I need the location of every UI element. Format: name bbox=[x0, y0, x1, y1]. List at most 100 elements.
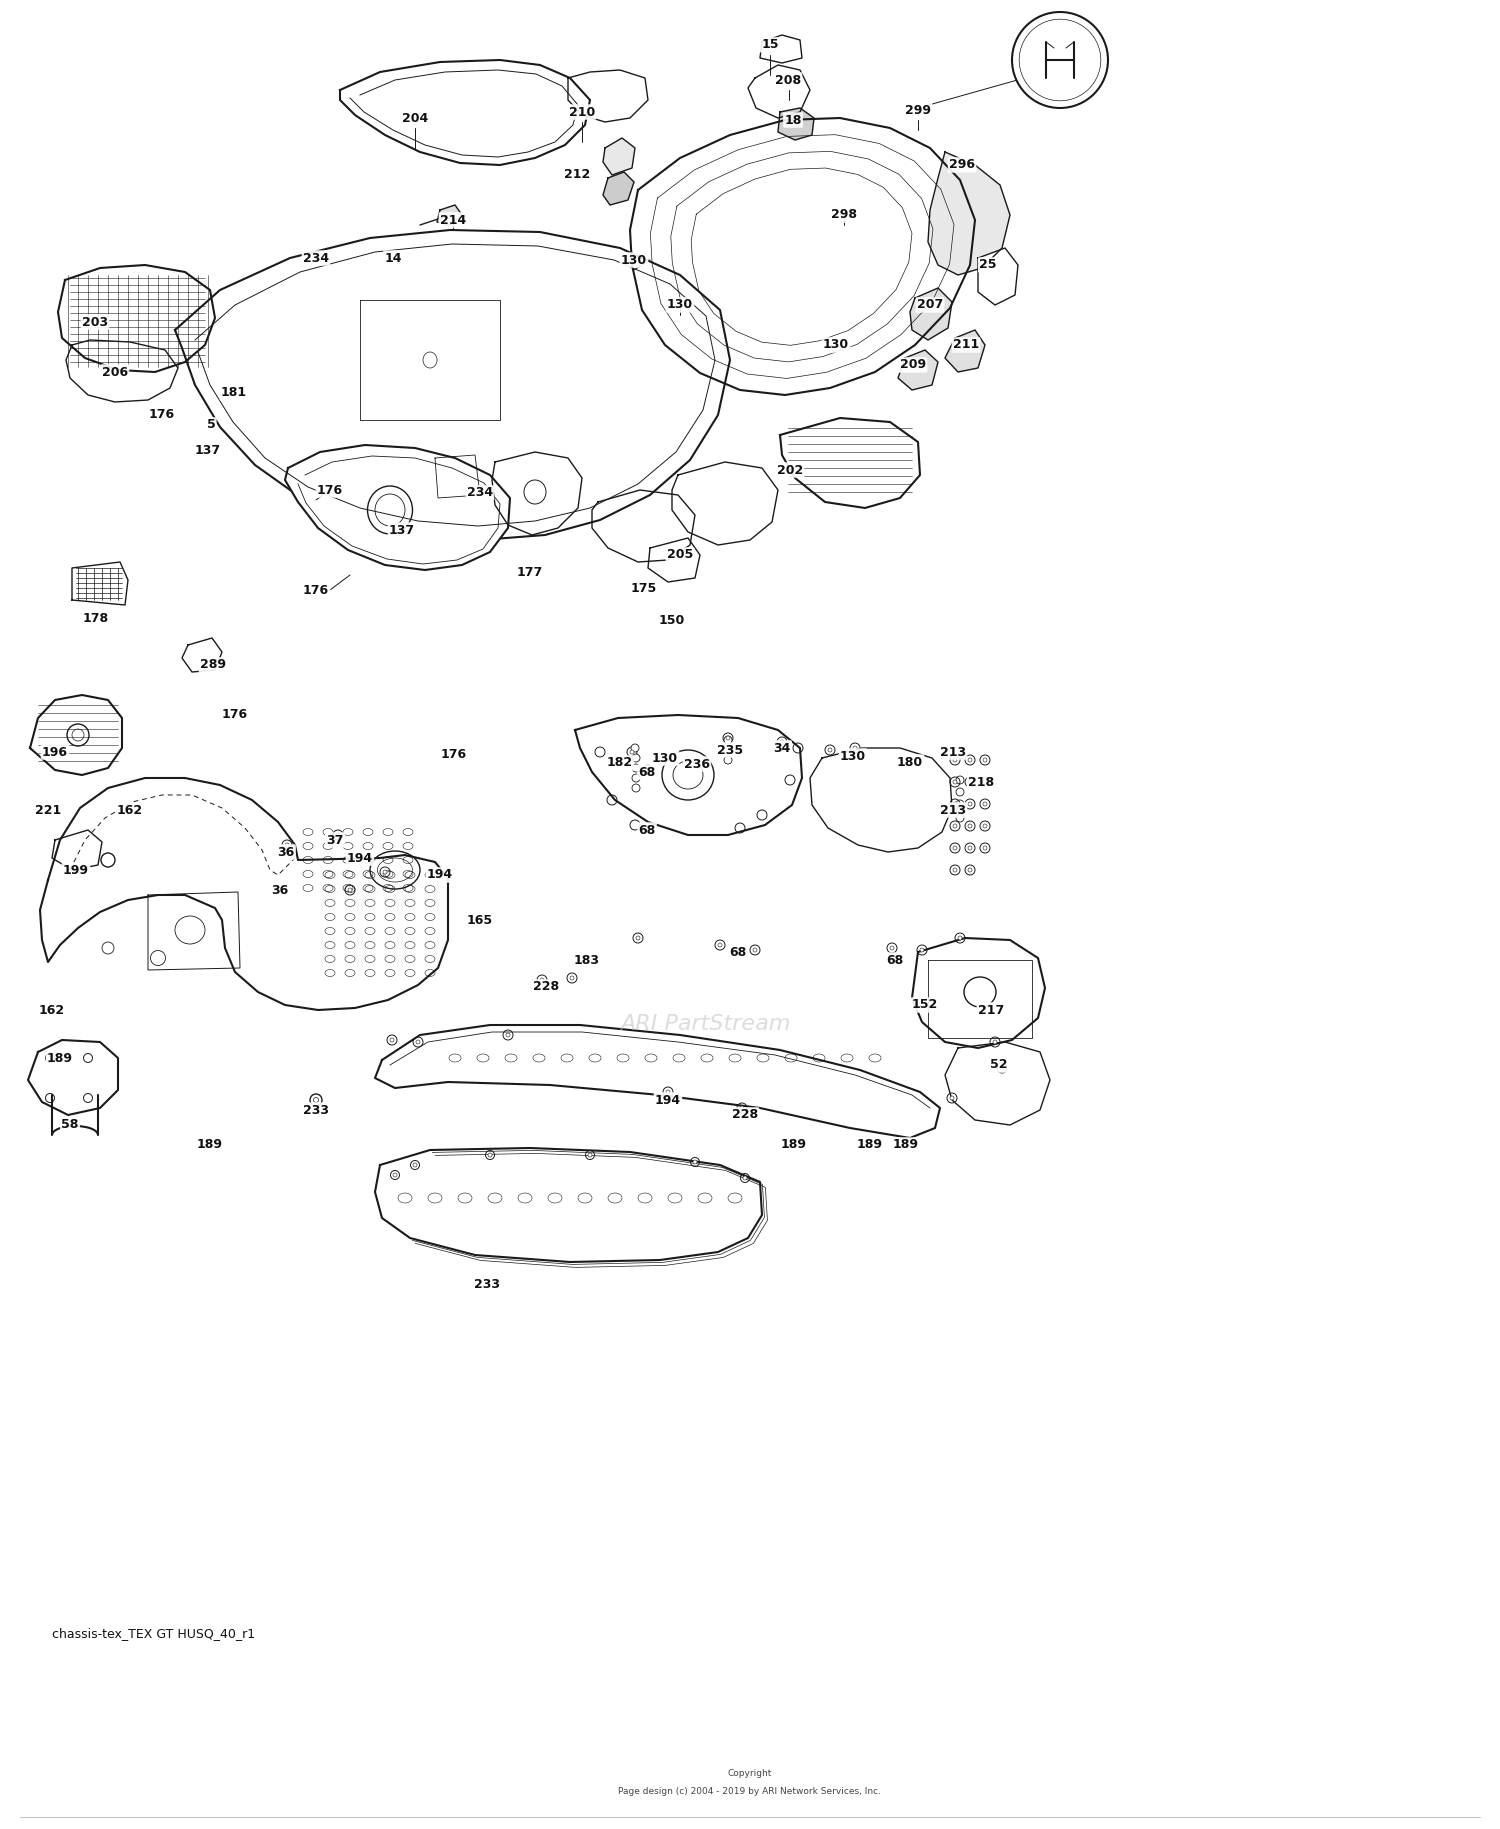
Polygon shape bbox=[603, 172, 634, 205]
Polygon shape bbox=[176, 230, 730, 540]
Text: 130: 130 bbox=[652, 752, 678, 765]
Text: 162: 162 bbox=[117, 803, 142, 816]
Text: 189: 189 bbox=[46, 1052, 74, 1064]
Text: chassis-tex_TEX GT HUSQ_40_r1: chassis-tex_TEX GT HUSQ_40_r1 bbox=[53, 1628, 255, 1641]
Ellipse shape bbox=[780, 741, 784, 744]
Text: Page design (c) 2004 - 2019 by ARI Network Services, Inc.: Page design (c) 2004 - 2019 by ARI Netwo… bbox=[618, 1787, 882, 1796]
Text: 183: 183 bbox=[574, 953, 600, 966]
Ellipse shape bbox=[666, 1090, 670, 1094]
Ellipse shape bbox=[632, 774, 640, 783]
Text: 236: 236 bbox=[684, 757, 709, 770]
Text: 202: 202 bbox=[777, 463, 802, 477]
Text: 214: 214 bbox=[440, 214, 466, 227]
Polygon shape bbox=[492, 452, 582, 536]
Ellipse shape bbox=[982, 825, 987, 829]
Text: 189: 189 bbox=[196, 1138, 223, 1152]
Text: 137: 137 bbox=[195, 443, 220, 457]
Ellipse shape bbox=[742, 1176, 747, 1180]
Polygon shape bbox=[375, 1024, 940, 1138]
Text: 189: 189 bbox=[856, 1138, 883, 1152]
Polygon shape bbox=[40, 777, 448, 1010]
Ellipse shape bbox=[1000, 1066, 1004, 1070]
Text: 18: 18 bbox=[784, 113, 801, 126]
Text: 199: 199 bbox=[63, 863, 88, 876]
Ellipse shape bbox=[416, 1041, 420, 1044]
Polygon shape bbox=[630, 119, 975, 395]
Text: 130: 130 bbox=[621, 254, 646, 267]
Text: 194: 194 bbox=[346, 852, 374, 865]
Ellipse shape bbox=[630, 750, 634, 754]
Polygon shape bbox=[945, 1043, 1050, 1125]
Text: 212: 212 bbox=[564, 168, 590, 181]
Ellipse shape bbox=[956, 775, 964, 785]
Polygon shape bbox=[28, 1041, 118, 1116]
Text: 52: 52 bbox=[990, 1059, 1008, 1072]
Ellipse shape bbox=[488, 1152, 492, 1158]
Ellipse shape bbox=[982, 757, 987, 763]
Text: 207: 207 bbox=[916, 298, 944, 311]
Ellipse shape bbox=[1013, 13, 1108, 108]
Ellipse shape bbox=[285, 843, 290, 847]
Text: 181: 181 bbox=[220, 386, 248, 399]
Ellipse shape bbox=[632, 785, 640, 792]
Ellipse shape bbox=[828, 748, 833, 752]
Text: 68: 68 bbox=[886, 953, 903, 966]
Polygon shape bbox=[672, 463, 778, 545]
Text: 206: 206 bbox=[102, 366, 128, 379]
Text: 178: 178 bbox=[82, 611, 110, 624]
Ellipse shape bbox=[958, 936, 962, 940]
Polygon shape bbox=[810, 748, 952, 852]
Polygon shape bbox=[58, 265, 214, 371]
Text: 58: 58 bbox=[62, 1119, 78, 1132]
Ellipse shape bbox=[588, 1152, 592, 1158]
Polygon shape bbox=[375, 1149, 762, 1262]
Text: 165: 165 bbox=[466, 913, 494, 927]
Text: 210: 210 bbox=[568, 106, 596, 119]
Ellipse shape bbox=[413, 1163, 417, 1167]
Text: 234: 234 bbox=[466, 487, 494, 499]
Text: 150: 150 bbox=[658, 613, 686, 627]
Polygon shape bbox=[53, 830, 102, 871]
Text: 182: 182 bbox=[608, 757, 633, 770]
Ellipse shape bbox=[540, 979, 544, 982]
Ellipse shape bbox=[314, 1097, 318, 1103]
Ellipse shape bbox=[390, 1039, 394, 1043]
Text: 68: 68 bbox=[729, 946, 747, 960]
Text: 228: 228 bbox=[532, 980, 560, 993]
Polygon shape bbox=[945, 329, 986, 371]
Text: 194: 194 bbox=[656, 1094, 681, 1107]
Text: 213: 213 bbox=[940, 803, 966, 816]
Text: 196: 196 bbox=[42, 746, 68, 759]
Text: 296: 296 bbox=[950, 159, 975, 172]
Text: 218: 218 bbox=[968, 777, 994, 790]
Text: 298: 298 bbox=[831, 209, 856, 221]
Polygon shape bbox=[66, 340, 178, 402]
Text: 130: 130 bbox=[668, 298, 693, 311]
Ellipse shape bbox=[968, 825, 972, 829]
Ellipse shape bbox=[336, 832, 340, 838]
Ellipse shape bbox=[646, 768, 650, 772]
Ellipse shape bbox=[740, 1107, 744, 1110]
Text: 5: 5 bbox=[207, 419, 216, 432]
Polygon shape bbox=[285, 444, 510, 571]
Text: 221: 221 bbox=[34, 803, 62, 816]
Text: 234: 234 bbox=[303, 252, 328, 265]
Text: 162: 162 bbox=[39, 1004, 64, 1017]
Polygon shape bbox=[760, 35, 802, 62]
Ellipse shape bbox=[982, 801, 987, 807]
Text: 203: 203 bbox=[82, 315, 108, 329]
Text: 228: 228 bbox=[732, 1108, 758, 1121]
Ellipse shape bbox=[693, 1160, 698, 1163]
Text: 36: 36 bbox=[272, 883, 288, 896]
Ellipse shape bbox=[632, 754, 640, 763]
Text: 204: 204 bbox=[402, 112, 427, 124]
Polygon shape bbox=[910, 287, 952, 340]
Ellipse shape bbox=[956, 788, 964, 796]
Ellipse shape bbox=[632, 744, 639, 752]
Ellipse shape bbox=[718, 944, 722, 947]
Polygon shape bbox=[748, 66, 810, 119]
Ellipse shape bbox=[636, 936, 640, 940]
Polygon shape bbox=[978, 249, 1018, 305]
Text: 233: 233 bbox=[474, 1278, 500, 1291]
Text: 289: 289 bbox=[200, 658, 226, 671]
